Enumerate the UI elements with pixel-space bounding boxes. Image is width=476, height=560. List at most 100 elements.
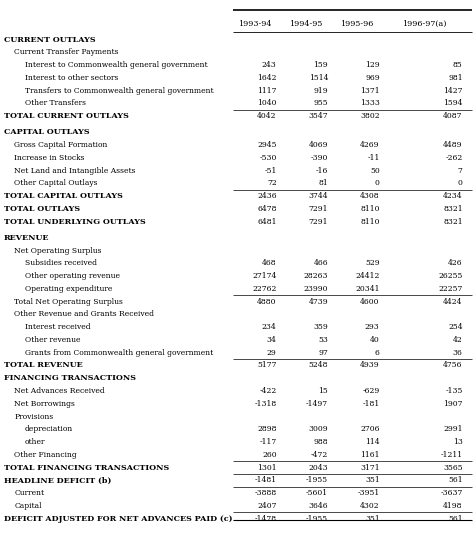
Text: -1481: -1481 xyxy=(254,477,276,484)
Text: 981: 981 xyxy=(447,74,462,82)
Text: 22762: 22762 xyxy=(252,285,276,293)
Text: 159: 159 xyxy=(313,61,327,69)
Text: 4042: 4042 xyxy=(257,112,276,120)
Text: -530: -530 xyxy=(259,154,276,162)
Text: 4489: 4489 xyxy=(442,141,462,149)
Text: -11: -11 xyxy=(367,154,379,162)
Text: Gross Capital Formation: Gross Capital Formation xyxy=(14,141,108,149)
Text: FINANCING TRANSACTIONS: FINANCING TRANSACTIONS xyxy=(4,374,136,382)
Text: 15: 15 xyxy=(318,387,327,395)
Text: DEFICIT ADJUSTED FOR NET ADVANCES PAID (c): DEFICIT ADJUSTED FOR NET ADVANCES PAID (… xyxy=(4,515,232,522)
Text: 8321: 8321 xyxy=(442,205,462,213)
Text: 2407: 2407 xyxy=(257,502,276,510)
Text: HEADLINE DEFICIT (b): HEADLINE DEFICIT (b) xyxy=(4,477,111,484)
Text: Transfers to Commonwealth general government: Transfers to Commonwealth general govern… xyxy=(25,87,213,95)
Text: -472: -472 xyxy=(310,451,327,459)
Text: Other Revenue and Grants Received: Other Revenue and Grants Received xyxy=(14,310,154,319)
Text: -3888: -3888 xyxy=(254,489,276,497)
Text: -16: -16 xyxy=(315,167,327,175)
Text: -5601: -5601 xyxy=(306,489,327,497)
Text: 1994-95: 1994-95 xyxy=(288,20,321,27)
Text: -3951: -3951 xyxy=(357,489,379,497)
Text: 3547: 3547 xyxy=(308,112,327,120)
Text: 34: 34 xyxy=(266,336,276,344)
Text: 1993-94: 1993-94 xyxy=(238,20,271,27)
Text: 3009: 3009 xyxy=(308,426,327,433)
Text: 40: 40 xyxy=(369,336,379,344)
Text: Other operating revenue: Other operating revenue xyxy=(25,272,119,280)
Text: 260: 260 xyxy=(261,451,276,459)
Text: 561: 561 xyxy=(447,477,462,484)
Text: 53: 53 xyxy=(317,336,327,344)
Text: 466: 466 xyxy=(313,259,327,267)
Text: TOTAL CURRENT OUTLAYS: TOTAL CURRENT OUTLAYS xyxy=(4,112,129,120)
Text: 293: 293 xyxy=(364,323,379,331)
Text: 4069: 4069 xyxy=(308,141,327,149)
Text: 4087: 4087 xyxy=(442,112,462,120)
Text: 3802: 3802 xyxy=(359,112,379,120)
Text: 4600: 4600 xyxy=(359,298,379,306)
Text: 1514: 1514 xyxy=(308,74,327,82)
Text: 22257: 22257 xyxy=(437,285,462,293)
Text: 351: 351 xyxy=(364,515,379,522)
Text: Capital: Capital xyxy=(14,502,42,510)
Text: 243: 243 xyxy=(261,61,276,69)
Text: -390: -390 xyxy=(310,154,327,162)
Text: 4880: 4880 xyxy=(257,298,276,306)
Text: 4198: 4198 xyxy=(442,502,462,510)
Text: REVENUE: REVENUE xyxy=(4,234,49,242)
Text: 4269: 4269 xyxy=(359,141,379,149)
Text: 1995-96: 1995-96 xyxy=(339,20,373,27)
Text: 2436: 2436 xyxy=(257,192,276,200)
Text: -262: -262 xyxy=(445,154,462,162)
Text: 2898: 2898 xyxy=(257,426,276,433)
Text: 351: 351 xyxy=(364,477,379,484)
Text: TOTAL FINANCING TRANSACTIONS: TOTAL FINANCING TRANSACTIONS xyxy=(4,464,169,472)
Text: 7: 7 xyxy=(457,167,462,175)
Text: Other Transfers: Other Transfers xyxy=(25,100,86,108)
Text: 26255: 26255 xyxy=(437,272,462,280)
Text: -3637: -3637 xyxy=(439,489,462,497)
Text: 8110: 8110 xyxy=(359,205,379,213)
Text: other: other xyxy=(25,438,45,446)
Text: 1996-97(a): 1996-97(a) xyxy=(401,20,446,27)
Text: TOTAL CAPITAL OUTLAYS: TOTAL CAPITAL OUTLAYS xyxy=(4,192,122,200)
Text: 3646: 3646 xyxy=(308,502,327,510)
Text: 1371: 1371 xyxy=(359,87,379,95)
Text: Total Net Operating Surplus: Total Net Operating Surplus xyxy=(14,298,123,306)
Text: 0: 0 xyxy=(457,179,462,188)
Text: 1642: 1642 xyxy=(257,74,276,82)
Text: 85: 85 xyxy=(452,61,462,69)
Text: 72: 72 xyxy=(267,179,276,188)
Text: Grants from Commonwealth general government: Grants from Commonwealth general governm… xyxy=(25,349,213,357)
Text: 988: 988 xyxy=(313,438,327,446)
Text: 426: 426 xyxy=(447,259,462,267)
Text: TOTAL UNDERLYING OUTLAYS: TOTAL UNDERLYING OUTLAYS xyxy=(4,218,145,226)
Text: 3565: 3565 xyxy=(442,464,462,472)
Text: 969: 969 xyxy=(364,74,379,82)
Text: 6478: 6478 xyxy=(257,205,276,213)
Text: Other Financing: Other Financing xyxy=(14,451,77,459)
Text: 561: 561 xyxy=(447,515,462,522)
Text: 4739: 4739 xyxy=(308,298,327,306)
Text: 3171: 3171 xyxy=(359,464,379,472)
Text: 6: 6 xyxy=(374,349,379,357)
Text: 13: 13 xyxy=(452,438,462,446)
Text: -181: -181 xyxy=(362,400,379,408)
Text: TOTAL OUTLAYS: TOTAL OUTLAYS xyxy=(4,205,80,213)
Text: Subsidies received: Subsidies received xyxy=(25,259,97,267)
Text: 97: 97 xyxy=(318,349,327,357)
Text: 81: 81 xyxy=(318,179,327,188)
Text: 5248: 5248 xyxy=(308,362,327,370)
Text: TOTAL REVENUE: TOTAL REVENUE xyxy=(4,362,82,370)
Text: 27174: 27174 xyxy=(252,272,276,280)
Text: 42: 42 xyxy=(452,336,462,344)
Text: 8321: 8321 xyxy=(442,218,462,226)
Text: 7291: 7291 xyxy=(308,218,327,226)
Text: 4234: 4234 xyxy=(442,192,462,200)
Text: 129: 129 xyxy=(364,61,379,69)
Text: 254: 254 xyxy=(447,323,462,331)
Text: Increase in Stocks: Increase in Stocks xyxy=(14,154,85,162)
Text: 234: 234 xyxy=(261,323,276,331)
Text: 24412: 24412 xyxy=(355,272,379,280)
